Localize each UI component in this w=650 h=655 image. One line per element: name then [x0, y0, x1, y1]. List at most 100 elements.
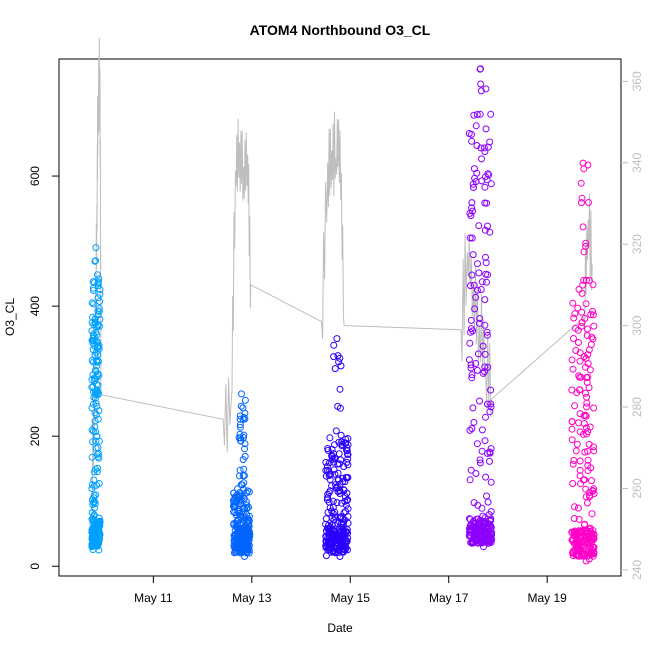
data-point [466, 476, 474, 484]
data-point [325, 467, 333, 475]
data-point [91, 375, 99, 383]
data-point [325, 538, 333, 546]
data-point [328, 514, 336, 522]
data-point [92, 368, 100, 375]
data-point [90, 476, 98, 484]
data-point [467, 466, 475, 474]
data-point [590, 443, 597, 451]
data-point [230, 521, 238, 529]
data-point [471, 305, 479, 313]
data-point [344, 529, 352, 537]
data-point [324, 534, 332, 542]
data-point [96, 298, 104, 305]
data-point [237, 511, 244, 519]
data-point [468, 204, 476, 212]
data-point [333, 543, 341, 551]
data-point [96, 286, 104, 293]
data-point [478, 426, 486, 434]
data-point [92, 491, 100, 499]
data-point [341, 497, 349, 505]
data-point [337, 531, 345, 539]
data-point [571, 503, 578, 511]
data-point [581, 448, 589, 456]
data-point [481, 363, 489, 371]
data-point [470, 418, 478, 426]
data-point [475, 269, 483, 277]
data-point [468, 234, 476, 242]
data-point [472, 360, 480, 367]
data-point [469, 404, 477, 412]
data-point [582, 276, 590, 284]
data-point [330, 516, 338, 524]
data-point [475, 222, 483, 230]
data-point [89, 287, 97, 294]
data-point [91, 423, 99, 431]
data-point [241, 505, 248, 513]
data-point [579, 281, 587, 289]
data-point [328, 445, 336, 453]
data-point [467, 328, 474, 336]
data-point-max [238, 390, 245, 398]
data-point [241, 445, 248, 453]
data-point [485, 523, 493, 531]
data-point [584, 447, 592, 455]
data-point [232, 541, 240, 549]
data-point [331, 535, 339, 543]
x-tick-label-3: May 17 [429, 591, 469, 605]
data-point [581, 476, 589, 484]
data-point [342, 537, 350, 545]
data-point [572, 447, 580, 455]
data-point [568, 436, 576, 444]
y-tick-label-3: 600 [28, 166, 42, 186]
y2-tick-label-5: 340 [630, 152, 644, 172]
data-point [573, 530, 581, 538]
data-point [568, 536, 576, 544]
data-point [577, 373, 585, 381]
data-point [570, 515, 578, 522]
data-point [329, 497, 337, 505]
data-point [469, 537, 477, 545]
data-point [583, 399, 591, 407]
data-point [583, 393, 591, 401]
data-point [91, 465, 99, 473]
data-point [237, 402, 245, 410]
data-point-min [336, 553, 344, 560]
data-point [468, 374, 476, 382]
data-point [575, 543, 583, 551]
data-point [472, 470, 480, 477]
data-point [240, 431, 248, 439]
data-point [326, 434, 334, 442]
data-point [335, 476, 342, 484]
data-point [581, 411, 589, 419]
data-point [484, 498, 492, 506]
points-layer [88, 65, 598, 565]
data-point [239, 472, 247, 480]
data-point [336, 534, 344, 542]
data-point [91, 417, 99, 425]
data-point [330, 466, 338, 474]
data-point [487, 445, 495, 453]
data-point [468, 425, 476, 432]
y2-tick-label-1: 260 [630, 478, 644, 498]
data-point [237, 437, 244, 445]
data-point [480, 144, 488, 152]
data-point-max [477, 65, 484, 73]
data-point [342, 473, 350, 481]
chart-title: ATOM4 Northbound O3_CL [250, 22, 431, 38]
data-point [474, 532, 482, 540]
data-point [323, 462, 331, 470]
data-point [88, 376, 96, 384]
data-point [465, 532, 473, 540]
data-point [240, 414, 248, 421]
data-point-min [95, 546, 103, 554]
data-point [466, 426, 474, 434]
data-point [575, 285, 583, 293]
data-point [486, 138, 494, 146]
data-point [330, 353, 338, 361]
data-point [590, 404, 598, 412]
data-point [487, 508, 495, 515]
data-point [236, 430, 244, 438]
data-point [336, 487, 344, 495]
data-point [569, 365, 577, 373]
data-point-max [333, 335, 341, 343]
